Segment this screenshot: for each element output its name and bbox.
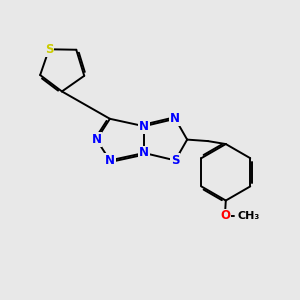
Text: N: N <box>139 146 149 160</box>
Text: S: S <box>171 154 179 167</box>
Text: O: O <box>220 209 230 223</box>
Text: N: N <box>139 120 149 133</box>
Text: CH₃: CH₃ <box>237 211 260 221</box>
Text: S: S <box>45 43 53 56</box>
Text: N: N <box>92 133 101 146</box>
Text: N: N <box>105 154 115 167</box>
Text: N: N <box>170 112 180 125</box>
